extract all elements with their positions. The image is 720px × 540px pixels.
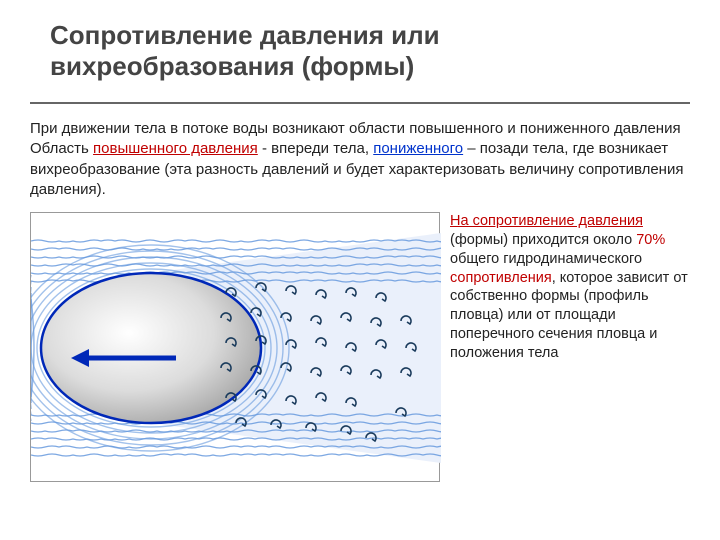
intro-high-pressure: повышенного давления [93,140,258,157]
content-row: На сопротивление давления (формы) приход… [30,212,690,482]
intro-text: При движении тела в потоке воды возникаю… [30,119,690,200]
flow-diagram [30,212,440,482]
intro-line2a: Область [30,140,93,157]
intro-line1: При движении тела в потоке воды возникаю… [30,120,681,137]
side-s1: На сопротивление давления [450,213,643,229]
side-text: На сопротивление давления (формы) приход… [450,212,690,482]
side-s2: (формы) приходится около [450,232,636,248]
side-percent: 70% [636,232,665,248]
side-s4: общего гидродинамического [450,251,642,267]
diagram-svg [31,213,441,483]
page-title: Сопротивление давления или вихреобразова… [30,20,690,82]
intro-low-pressure: пониженного [373,140,463,157]
divider [30,102,690,104]
intro-line2c: - впереди тела, [258,140,373,157]
side-s5: сопротивления [450,270,552,286]
